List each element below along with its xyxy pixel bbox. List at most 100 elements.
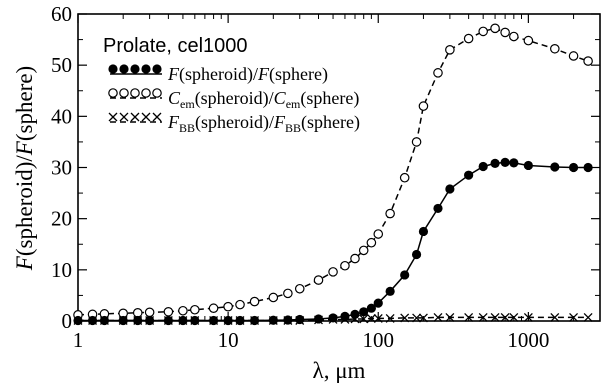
legend-marker-fbb [130,112,140,122]
y-tick-label: 60 [51,2,72,26]
data-point-cem [268,292,279,303]
data-point-flux [411,249,422,260]
data-point-fbb [359,314,369,324]
legend-marker-fbb [152,112,162,122]
data-point-cem [490,23,500,34]
legend-label-flux: F(spheroid)/F(sphere) [167,64,328,85]
data-point-flux [583,162,593,173]
data-point-cem [208,303,219,314]
data-point-cem [445,45,455,55]
x-tick-label: 100 [362,328,394,352]
legend: F(spheroid)/F(sphere) Cem(spheroid)/Cem(… [108,64,360,135]
data-point-fbb [550,312,560,322]
data-point-flux [478,161,488,172]
y-tick-label: 20 [51,207,72,231]
legend-marker-flux [130,64,140,74]
data-point-cem [366,237,377,248]
data-point-flux [99,315,110,326]
series-line-flux [78,161,589,322]
legend-marker-fbb [119,112,129,122]
data-point-fbb [500,312,510,322]
legend-entry-fbb: FBB(spheroid)/FBB(sphere) [108,112,360,135]
y-axis-title: F(spheroid)/F(sphere) [12,66,37,271]
legend-label-cem: Cem(spheroid)/Cem(sphere) [168,88,359,111]
data-point-fbb [366,313,376,323]
data-point-fbb [509,312,519,322]
data-point-cem [385,208,395,219]
data-point-flux [223,315,233,326]
x-tick-label: 1 [73,328,84,352]
data-point-cem [235,299,245,310]
chart-annotation: Prolate, cel1000 [103,35,248,57]
data-point-flux [366,303,376,313]
legend-marker-cem [141,88,151,98]
data-point-cem [223,301,233,312]
data-point-flux [133,315,143,326]
data-point-cem [478,26,488,37]
data-point-cem [568,51,579,61]
legend-marker-flux [119,64,129,74]
data-point-cem [144,307,155,318]
data-point-fbb [464,312,474,322]
data-point-flux [178,315,188,326]
data-point-flux [385,286,395,296]
y-tick-label: 40 [51,104,72,128]
data-point-flux [373,298,383,308]
data-point-fbb [445,312,455,322]
data-point-flux [208,315,219,326]
data-point-cem [178,305,188,316]
data-point-fbb [523,312,533,322]
data-point-cem [190,304,200,315]
data-point-cem [399,172,410,183]
data-point-cem [249,296,260,307]
data-point-cem [294,283,305,294]
data-point-flux [350,309,360,319]
data-point-cem [350,253,360,264]
data-point-fbb [478,312,488,322]
data-point-flux [418,226,429,237]
data-point-flux [145,315,155,326]
data-point-cem [373,229,384,239]
data-point-flux [328,313,338,323]
legend-entry-cem: Cem(spheroid)/Cem(sphere) [108,88,359,111]
data-point-cem [500,27,510,38]
data-point-flux [523,160,533,171]
data-point-cem [418,101,429,111]
data-point-cem [328,267,338,277]
data-point-flux [249,315,260,326]
data-point-flux [433,203,443,214]
data-point-flux [509,158,519,168]
data-point-flux [490,158,500,169]
data-point-flux [313,314,324,324]
data-point-flux [73,315,83,326]
data-point-cem [509,31,519,42]
data-point-cem [358,245,369,256]
data-point-fbb [569,312,579,322]
data-point-cem [340,260,350,271]
data-point-flux [500,157,510,167]
data-point-flux [163,315,173,326]
data-point-cem [132,308,143,318]
data-point-cem [163,306,174,317]
data-point-cem [583,56,593,66]
data-point-cem [411,137,422,147]
data-point-flux [235,315,245,326]
legend-entry-flux: F(spheroid)/F(sphere) [108,64,328,85]
y-tick-label: 30 [51,156,72,180]
data-point-flux [295,314,305,325]
data-point-flux [550,162,560,172]
data-point-flux [283,315,293,325]
data-point-flux [340,311,350,321]
data-point-fbb [433,312,443,322]
data-point-flux [445,184,455,194]
data-point-flux [359,307,369,317]
legend-marker-flux [108,64,118,74]
legend-marker-flux [152,64,162,74]
data-point-flux [464,170,474,180]
series-cem [73,23,593,320]
legend-marker-cem [108,88,118,98]
data-point-cem [313,275,324,285]
data-point-fbb [490,312,500,322]
